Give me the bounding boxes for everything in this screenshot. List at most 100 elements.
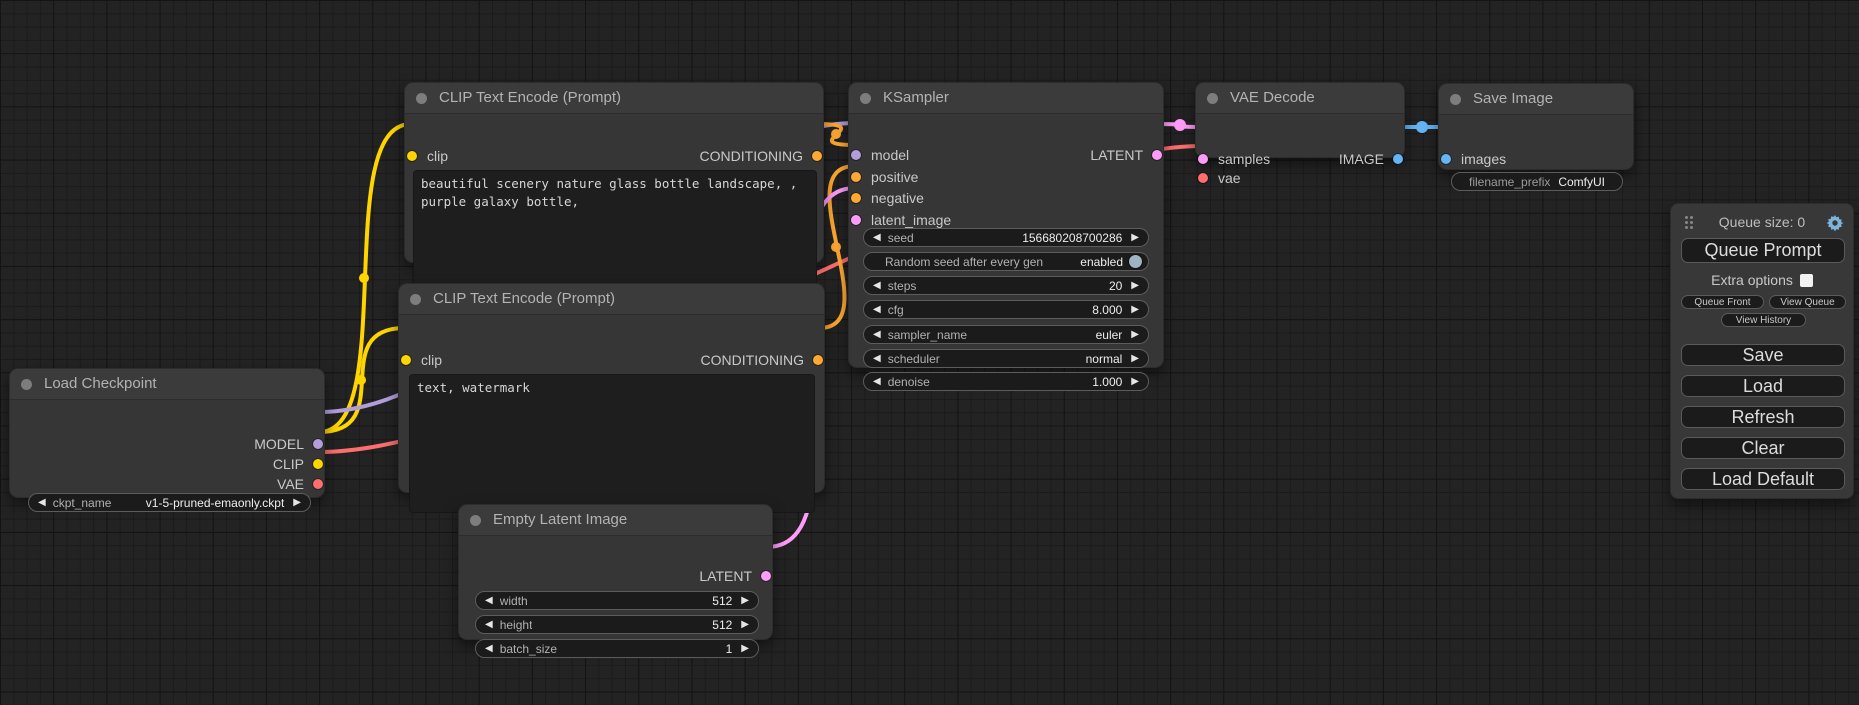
scheduler-widget[interactable]: ◀ scheduler normal ▶ bbox=[863, 349, 1149, 368]
input-port-model[interactable] bbox=[851, 150, 861, 160]
save-button[interactable]: Save bbox=[1681, 344, 1845, 366]
node-title: Load Checkpoint bbox=[44, 375, 157, 392]
output-port-latent[interactable] bbox=[1152, 150, 1162, 160]
input-port-vae[interactable] bbox=[1198, 173, 1208, 183]
node-ksampler[interactable]: KSampler model LATENT positive negative … bbox=[848, 82, 1164, 391]
node-save-image[interactable]: Save Image images filename_prefix ComfyU… bbox=[1438, 83, 1634, 191]
negative-prompt-textarea[interactable]: text, watermark bbox=[409, 374, 815, 513]
queue-prompt-button[interactable]: Queue Prompt bbox=[1681, 238, 1845, 263]
extra-options-checkbox[interactable] bbox=[1799, 273, 1813, 287]
decrement-icon[interactable]: ◀ bbox=[485, 618, 493, 630]
widget-value: 8.000 bbox=[1092, 302, 1123, 317]
widget-value: enabled bbox=[1080, 254, 1123, 269]
output-port-vae[interactable] bbox=[313, 479, 323, 489]
output-port-latent[interactable] bbox=[761, 571, 771, 581]
node-clip-text-encode-positive[interactable]: CLIP Text Encode (Prompt) clip CONDITION… bbox=[404, 82, 824, 287]
input-label-clip: clip bbox=[427, 148, 449, 164]
batch-size-widget[interactable]: ◀ batch_size 1 ▶ bbox=[475, 639, 759, 658]
widget-value: 1.000 bbox=[1092, 374, 1123, 389]
steps-widget[interactable]: ◀ steps 20 ▶ bbox=[863, 276, 1149, 295]
increment-icon[interactable]: ▶ bbox=[1131, 279, 1139, 291]
collapse-dot-icon[interactable] bbox=[860, 93, 871, 104]
decrement-icon[interactable]: ◀ bbox=[485, 642, 493, 654]
decrement-icon[interactable]: ◀ bbox=[485, 594, 493, 606]
view-queue-button[interactable]: View Queue bbox=[1769, 295, 1846, 309]
clear-button[interactable]: Clear bbox=[1681, 437, 1845, 459]
decrement-icon[interactable]: ◀ bbox=[873, 352, 881, 364]
input-port-positive[interactable] bbox=[851, 172, 861, 182]
output-port-model[interactable] bbox=[313, 439, 323, 449]
decrement-icon[interactable]: ◀ bbox=[873, 375, 881, 387]
increment-icon[interactable]: ▶ bbox=[1131, 375, 1139, 387]
node-title: Empty Latent Image bbox=[493, 511, 628, 528]
ckpt-name-widget[interactable]: ◀ ckpt_name v1-5-pruned-emaonly.ckpt ▶ bbox=[28, 493, 311, 512]
increment-icon[interactable]: ▶ bbox=[1131, 231, 1139, 243]
increment-icon[interactable]: ▶ bbox=[741, 594, 749, 606]
collapse-dot-icon[interactable] bbox=[470, 515, 481, 526]
input-label-vae: vae bbox=[1218, 170, 1241, 186]
link-midpoint-dot bbox=[356, 375, 366, 385]
node-title-bar: Empty Latent Image bbox=[459, 505, 772, 536]
load-default-button[interactable]: Load Default bbox=[1681, 468, 1845, 490]
increment-icon[interactable]: ▶ bbox=[741, 618, 749, 630]
node-load-checkpoint[interactable]: Load Checkpoint MODEL CLIP VAE ◀ ckpt_na… bbox=[9, 368, 325, 512]
node-empty-latent-image[interactable]: Empty Latent Image LATENT ◀ width 512 ▶ … bbox=[458, 504, 773, 658]
output-port-conditioning[interactable] bbox=[812, 151, 822, 161]
collapse-dot-icon[interactable] bbox=[1207, 93, 1218, 104]
output-label-clip: CLIP bbox=[272, 456, 304, 472]
filename-prefix-widget[interactable]: filename_prefix ComfyUI bbox=[1451, 172, 1623, 191]
widget-value: v1-5-pruned-emaonly.ckpt bbox=[145, 495, 285, 510]
width-widget[interactable]: ◀ width 512 ▶ bbox=[475, 591, 759, 610]
drag-handle-icon[interactable] bbox=[1685, 216, 1688, 219]
increment-icon[interactable]: ▶ bbox=[1131, 303, 1139, 315]
collapse-dot-icon[interactable] bbox=[21, 379, 32, 390]
decrement-icon[interactable]: ◀ bbox=[873, 303, 881, 315]
node-title-bar: CLIP Text Encode (Prompt) bbox=[399, 284, 824, 315]
decrement-icon[interactable]: ◀ bbox=[873, 279, 881, 291]
input-port-images[interactable] bbox=[1441, 154, 1451, 164]
increment-icon[interactable]: ▶ bbox=[741, 642, 749, 654]
height-widget[interactable]: ◀ height 512 ▶ bbox=[475, 615, 759, 634]
collapse-dot-icon[interactable] bbox=[410, 294, 421, 305]
cfg-widget[interactable]: ◀ cfg 8.000 ▶ bbox=[863, 300, 1149, 319]
toggle-knob-icon[interactable] bbox=[1129, 255, 1142, 268]
settings-gear-icon[interactable] bbox=[1826, 214, 1844, 232]
collapse-dot-icon[interactable] bbox=[1450, 94, 1461, 105]
link-midpoint-dot bbox=[1416, 121, 1428, 133]
collapse-dot-icon[interactable] bbox=[416, 93, 427, 104]
increment-icon[interactable]: ▶ bbox=[1131, 328, 1139, 340]
node-title-bar: Load Checkpoint bbox=[10, 369, 324, 400]
decrement-icon[interactable]: ◀ bbox=[873, 328, 881, 340]
output-label-model: MODEL bbox=[254, 436, 304, 452]
output-port-conditioning[interactable] bbox=[813, 355, 823, 365]
increment-icon[interactable]: ▶ bbox=[293, 496, 301, 508]
increment-icon[interactable]: ▶ bbox=[1131, 352, 1139, 364]
input-port-samples[interactable] bbox=[1198, 154, 1208, 164]
seed-control-widget[interactable]: Random seed after every gen enabled bbox=[863, 252, 1149, 271]
input-port-latent-image[interactable] bbox=[851, 215, 861, 225]
node-title-bar: CLIP Text Encode (Prompt) bbox=[405, 83, 823, 114]
node-clip-text-encode-negative[interactable]: CLIP Text Encode (Prompt) clip CONDITION… bbox=[398, 283, 825, 513]
widget-value: 512 bbox=[712, 593, 733, 608]
positive-prompt-textarea[interactable]: beautiful scenery nature glass bottle la… bbox=[413, 170, 817, 287]
view-history-button[interactable]: View History bbox=[1721, 313, 1806, 327]
input-port-clip[interactable] bbox=[401, 355, 411, 365]
input-label-images: images bbox=[1461, 151, 1507, 167]
output-port-image[interactable] bbox=[1393, 154, 1403, 164]
input-port-negative[interactable] bbox=[851, 193, 861, 203]
output-label-vae: VAE bbox=[277, 476, 304, 492]
decrement-icon[interactable]: ◀ bbox=[873, 231, 881, 243]
denoise-widget[interactable]: ◀ denoise 1.000 ▶ bbox=[863, 372, 1149, 391]
queue-front-button[interactable]: Queue Front bbox=[1681, 295, 1764, 309]
input-label-latent-image: latent_image bbox=[871, 212, 952, 228]
decrement-icon[interactable]: ◀ bbox=[38, 496, 46, 508]
input-port-clip[interactable] bbox=[407, 151, 417, 161]
widget-value: ComfyUI bbox=[1558, 174, 1605, 189]
seed-widget[interactable]: ◀ seed 156680208700286 ▶ bbox=[863, 228, 1149, 247]
node-vae-decode[interactable]: VAE Decode samples IMAGE vae bbox=[1195, 82, 1405, 186]
load-button[interactable]: Load bbox=[1681, 375, 1845, 397]
output-port-clip[interactable] bbox=[313, 459, 323, 469]
sampler-name-widget[interactable]: ◀ sampler_name euler ▶ bbox=[863, 325, 1149, 344]
refresh-button[interactable]: Refresh bbox=[1681, 406, 1845, 428]
